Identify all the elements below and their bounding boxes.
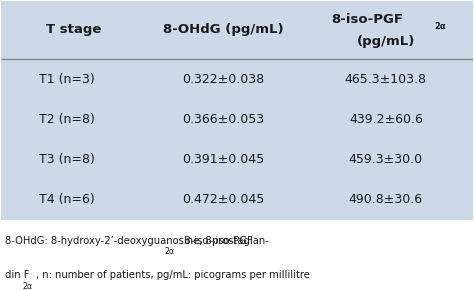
Text: T stage: T stage — [46, 23, 101, 36]
Text: 2α: 2α — [434, 22, 446, 31]
Text: 8-OHdG: 8-hydroxy-2’-deoxyguanosine, 8-iso-PGF: 8-OHdG: 8-hydroxy-2’-deoxyguanosine, 8-i… — [5, 236, 253, 246]
Text: 0.366±0.053: 0.366±0.053 — [182, 113, 264, 126]
Text: din F: din F — [5, 270, 30, 280]
Text: : 8-iso-prostaglan-: : 8-iso-prostaglan- — [178, 236, 269, 246]
Text: 0.391±0.045: 0.391±0.045 — [182, 153, 264, 166]
Text: 439.2±60.6: 439.2±60.6 — [349, 113, 423, 126]
Text: 0.472±0.045: 0.472±0.045 — [182, 193, 264, 206]
Text: , n: number of patients, pg/mL: picograms per millilitre: , n: number of patients, pg/mL: picogram… — [36, 270, 310, 280]
Text: 0.322±0.038: 0.322±0.038 — [182, 72, 264, 86]
Text: (pg/mL): (pg/mL) — [356, 35, 415, 48]
Text: T1 (n=3): T1 (n=3) — [38, 72, 94, 86]
Text: T4 (n=6): T4 (n=6) — [38, 193, 94, 206]
Text: 2α: 2α — [164, 247, 174, 256]
FancyBboxPatch shape — [0, 1, 474, 220]
Text: 8-iso-PGF: 8-iso-PGF — [331, 13, 403, 26]
Text: 459.3±30.0: 459.3±30.0 — [349, 153, 423, 166]
Text: T2 (n=8): T2 (n=8) — [38, 113, 94, 126]
Text: 490.8±30.6: 490.8±30.6 — [349, 193, 423, 206]
Text: 465.3±103.8: 465.3±103.8 — [345, 72, 427, 86]
Text: 2α: 2α — [23, 282, 33, 290]
Text: T3 (n=8): T3 (n=8) — [38, 153, 94, 166]
Text: 8-OHdG (pg/mL): 8-OHdG (pg/mL) — [163, 23, 283, 36]
